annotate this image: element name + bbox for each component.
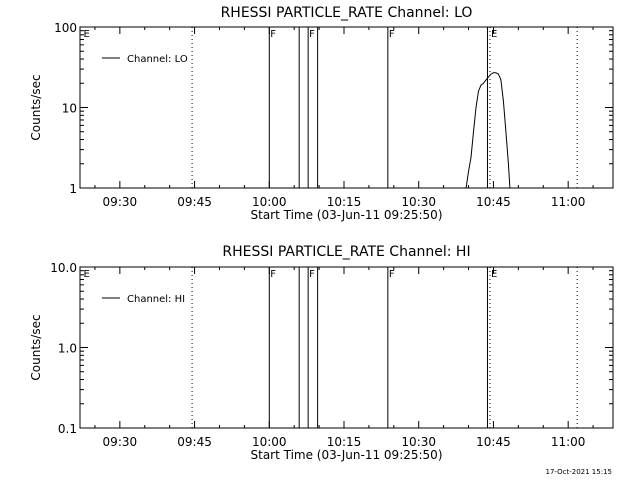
- x-axis-label: Start Time (03-Jun-11 09:25:50): [251, 448, 443, 462]
- y-tick-label: 1.0: [58, 342, 77, 356]
- event-marker-label: F: [309, 29, 315, 40]
- x-tick-label: 10:30: [401, 435, 436, 449]
- event-marker-label: E: [491, 269, 497, 280]
- x-tick-label: 10:00: [252, 195, 287, 209]
- y-tick-label: 10: [62, 102, 77, 116]
- plot-timestamp: 17-Oct-2021 15:15: [546, 468, 612, 476]
- x-tick-label: 09:30: [103, 435, 138, 449]
- event-marker-label: F: [270, 29, 276, 40]
- x-tick-label: 10:45: [476, 435, 511, 449]
- x-tick-label: 09:30: [103, 195, 138, 209]
- y-tick-label: 10.0: [50, 261, 77, 275]
- plot-frame: [79, 266, 614, 429]
- x-tick-label: 09:45: [177, 435, 212, 449]
- event-marker-label: F: [309, 269, 315, 280]
- hi-channel-panel: RHESSI PARTICLE_RATE Channel: HI 09:30 09:…: [29, 244, 614, 462]
- event-marker-label: E: [83, 29, 89, 40]
- series-line-channel-lo: [465, 72, 511, 189]
- event-marker-label: F: [389, 269, 395, 280]
- x-tick-label: 11:00: [551, 195, 586, 209]
- event-marker-label: F: [389, 29, 395, 40]
- legend-entry: Channel: LO: [127, 54, 188, 65]
- chart-title: RHESSI PARTICLE_RATE Channel: HI: [222, 244, 470, 260]
- plot-frame: [79, 26, 614, 189]
- x-tick-label: 10:15: [327, 195, 362, 209]
- event-marker-label: E: [491, 29, 497, 40]
- x-tick-label: 10:00: [252, 435, 287, 449]
- lo-channel-panel: RHESSI PARTICLE_RATE Channel: LO 09:30 09:…: [29, 5, 614, 222]
- legend-entry: Channel: HI: [127, 294, 185, 305]
- x-tick-label: 11:00: [551, 435, 586, 449]
- y-axis-label: Counts/sec: [29, 74, 43, 140]
- y-tick-label: 0.1: [58, 422, 77, 436]
- x-tick-label: 10:45: [476, 195, 511, 209]
- x-tick-label: 09:45: [177, 195, 212, 209]
- y-tick-label: 100: [54, 21, 77, 35]
- y-axis-label: Counts/sec: [29, 314, 43, 380]
- chart-title: RHESSI PARTICLE_RATE Channel: LO: [221, 5, 473, 21]
- event-marker-label: E: [83, 269, 89, 280]
- x-tick-label: 10:15: [327, 435, 362, 449]
- x-tick-label: 10:30: [401, 195, 436, 209]
- event-marker-label: F: [270, 269, 276, 280]
- x-axis-label: Start Time (03-Jun-11 09:25:50): [251, 208, 443, 222]
- y-tick-label: 1: [69, 182, 77, 196]
